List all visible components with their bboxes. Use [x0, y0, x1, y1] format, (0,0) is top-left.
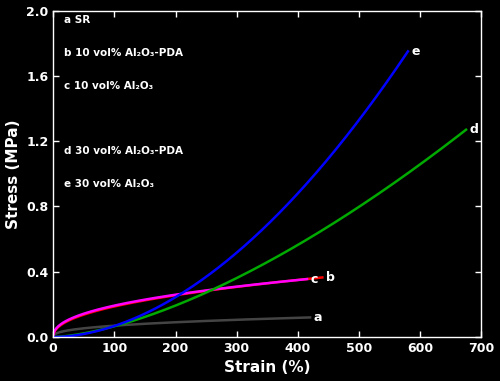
X-axis label: Strain (%): Strain (%) — [224, 360, 310, 375]
Text: c 10 vol% Al₂O₃: c 10 vol% Al₂O₃ — [64, 81, 154, 91]
Text: e 30 vol% Al₂O₃: e 30 vol% Al₂O₃ — [64, 179, 154, 189]
Text: b 10 vol% Al₂O₃-PDA: b 10 vol% Al₂O₃-PDA — [64, 48, 183, 58]
Text: e: e — [412, 45, 420, 58]
Y-axis label: Stress (MPa): Stress (MPa) — [6, 119, 20, 229]
Text: a SR: a SR — [64, 16, 90, 26]
Text: d 30 vol% Al₂O₃-PDA: d 30 vol% Al₂O₃-PDA — [64, 146, 183, 156]
Text: a: a — [314, 311, 322, 324]
Text: b: b — [326, 271, 335, 284]
Text: d: d — [470, 123, 478, 136]
Text: c: c — [310, 272, 318, 286]
